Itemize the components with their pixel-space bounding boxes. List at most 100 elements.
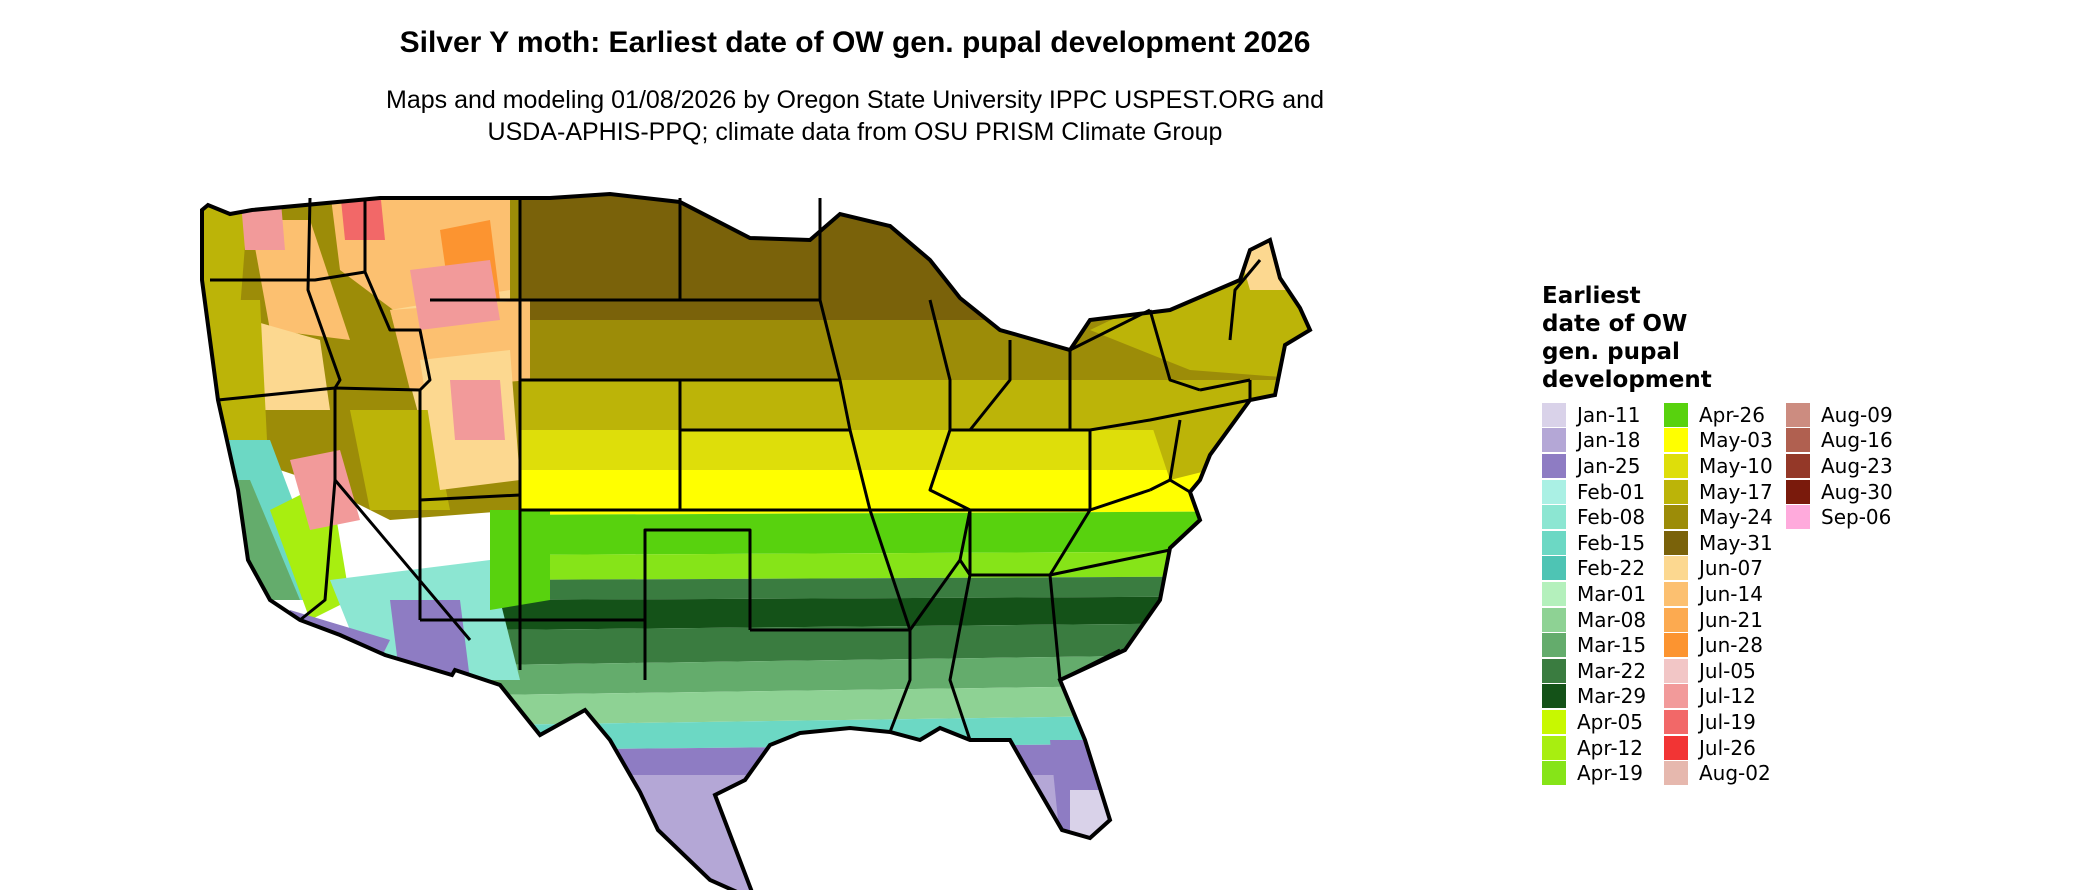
legend-label: Apr-26 <box>1699 402 1765 427</box>
legend-label: Jun-07 <box>1699 556 1763 581</box>
subtitle-line: Maps and modeling 01/08/2026 by Oregon S… <box>386 86 1324 114</box>
legend-title-line: Earliest <box>1542 283 1641 309</box>
legend-swatch <box>1664 735 1688 760</box>
legend-item: Jun-14 <box>1664 581 1786 607</box>
legend-item: May-31 <box>1664 530 1786 556</box>
legend-label: Mar-15 <box>1577 633 1647 658</box>
legend-title-line: gen. pupal <box>1542 339 1680 365</box>
legend-item: Jan-11 <box>1542 402 1664 428</box>
legend-swatch <box>1542 530 1566 555</box>
legend-item: May-17 <box>1664 479 1786 505</box>
legend-item: Aug-23 <box>1786 453 1908 479</box>
legend-label: Mar-29 <box>1577 684 1647 709</box>
legend-swatch <box>1664 453 1688 478</box>
legend-item: Aug-02 <box>1664 760 1786 786</box>
legend-swatch <box>1786 402 1810 427</box>
legend-swatch <box>1664 428 1688 453</box>
legend-title-line: development <box>1542 367 1712 393</box>
legend-label: Mar-01 <box>1577 581 1647 606</box>
map-fill-layer <box>202 194 1310 890</box>
legend-swatch <box>1542 761 1566 786</box>
legend-label: Feb-01 <box>1577 479 1646 504</box>
legend-label: Jul-05 <box>1699 658 1756 683</box>
legend-item: Apr-12 <box>1542 735 1664 761</box>
legend-swatch <box>1664 633 1688 658</box>
legend-item: Mar-15 <box>1542 632 1664 658</box>
legend-swatch <box>1542 453 1566 478</box>
legend-swatch <box>1664 761 1688 786</box>
legend-item: Jul-19 <box>1664 709 1786 735</box>
legend-item: Sep-06 <box>1786 504 1908 530</box>
legend-swatch <box>1542 684 1566 709</box>
legend-swatch <box>1664 505 1688 530</box>
map-subtitle: Maps and modeling 01/08/2026 by Oregon S… <box>220 84 1490 148</box>
legend-swatch <box>1542 479 1566 504</box>
legend-swatch <box>1542 402 1566 427</box>
legend-item: Apr-26 <box>1664 402 1786 428</box>
legend-item: Aug-30 <box>1786 479 1908 505</box>
legend-label: Apr-12 <box>1577 735 1643 760</box>
state-borders <box>210 197 1262 741</box>
legend-label: Mar-22 <box>1577 658 1647 683</box>
legend-item: Jun-28 <box>1664 632 1786 658</box>
legend-swatch <box>1664 530 1688 555</box>
legend-swatch <box>1664 556 1688 581</box>
map-title: Silver Y moth: Earliest date of OW gen. … <box>399 26 1311 59</box>
legend-label: May-24 <box>1699 505 1773 530</box>
legend-label: Aug-02 <box>1699 761 1771 786</box>
legend-label: May-17 <box>1699 479 1773 504</box>
legend-label: Jan-25 <box>1577 453 1641 478</box>
legend-label: Jun-21 <box>1699 607 1763 632</box>
legend-item: Jan-25 <box>1542 453 1664 479</box>
legend-item: Feb-15 <box>1542 530 1664 556</box>
legend-item: May-24 <box>1664 504 1786 530</box>
legend-label: Jul-12 <box>1699 684 1756 709</box>
legend-label: Aug-16 <box>1821 428 1893 453</box>
legend-swatch <box>1542 709 1566 734</box>
legend-label: Jun-14 <box>1699 581 1763 606</box>
legend-item: Jul-05 <box>1664 658 1786 684</box>
subtitle-line: USDA-APHIS-PPQ; climate data from OSU PR… <box>487 118 1223 146</box>
legend-item: Mar-29 <box>1542 684 1664 710</box>
legend-item: May-10 <box>1664 453 1786 479</box>
legend-swatch <box>1664 684 1688 709</box>
legend-label: May-31 <box>1699 530 1773 555</box>
legend-label: Jul-26 <box>1699 735 1756 760</box>
legend-swatch <box>1542 556 1566 581</box>
legend-item: Mar-08 <box>1542 607 1664 633</box>
legend-label: May-10 <box>1699 453 1773 478</box>
legend-title: Earliest date of OW gen. pupal developme… <box>1542 282 2082 394</box>
legend-swatch <box>1664 607 1688 632</box>
legend-swatch <box>1664 479 1688 504</box>
legend-column: Apr-26 May-03 May-10 May-17 May-24 May-31 Jun-… <box>1664 402 1786 786</box>
legend-item: Aug-09 <box>1786 402 1908 428</box>
legend: Earliest date of OW gen. pupal developme… <box>1542 282 2082 786</box>
legend-label: Jan-18 <box>1577 428 1641 453</box>
legend-swatch <box>1542 607 1566 632</box>
legend-label: Apr-05 <box>1577 709 1643 734</box>
legend-label: Feb-15 <box>1577 530 1646 555</box>
legend-item: Feb-01 <box>1542 479 1664 505</box>
legend-label: Feb-08 <box>1577 505 1646 530</box>
legend-label: Mar-08 <box>1577 607 1647 632</box>
legend-item: Jun-07 <box>1664 556 1786 582</box>
legend-columns: Jan-11 Jan-18 Jan-25 Feb-01 Feb-08 Feb-15 Feb-… <box>1542 402 2082 786</box>
legend-item: Jan-18 <box>1542 428 1664 454</box>
legend-label: Apr-19 <box>1577 761 1643 786</box>
legend-swatch <box>1542 633 1566 658</box>
legend-swatch <box>1542 735 1566 760</box>
legend-swatch <box>1542 428 1566 453</box>
legend-item: Mar-22 <box>1542 658 1664 684</box>
legend-swatch <box>1786 453 1810 478</box>
legend-item: Feb-08 <box>1542 504 1664 530</box>
legend-label: Aug-30 <box>1821 479 1893 504</box>
legend-swatch <box>1664 402 1688 427</box>
legend-label: Aug-23 <box>1821 453 1893 478</box>
legend-item: Apr-19 <box>1542 760 1664 786</box>
legend-title-line: date of OW <box>1542 311 1688 337</box>
legend-swatch <box>1664 658 1688 683</box>
legend-swatch <box>1542 658 1566 683</box>
legend-item: Jul-26 <box>1664 735 1786 761</box>
legend-swatch <box>1542 505 1566 530</box>
legend-label: Sep-06 <box>1821 505 1892 530</box>
